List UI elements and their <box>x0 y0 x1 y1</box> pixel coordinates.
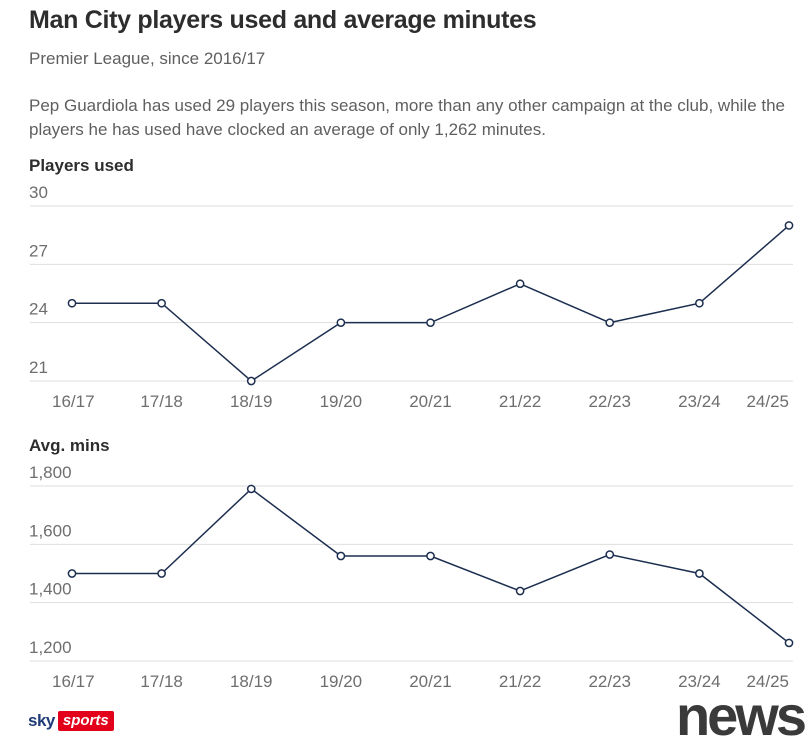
players-used-label: Players used <box>29 156 134 175</box>
data-point <box>695 298 704 308</box>
sports-logo-text: sports <box>57 711 114 731</box>
x-tick-label: 21/22 <box>499 392 542 411</box>
x-tick-label: 22/23 <box>588 392 631 411</box>
x-tick-label: 17/18 <box>140 672 183 691</box>
data-point <box>515 586 525 596</box>
x-tick-label: 24/25 <box>746 392 789 411</box>
x-tick-label: 16/17 <box>52 672 95 691</box>
data-point <box>605 550 615 559</box>
sky-sports-logo: sky sports <box>28 711 114 731</box>
x-tick-label: 20/21 <box>409 672 452 691</box>
data-point <box>336 551 346 561</box>
x-tick-label: 18/19 <box>230 392 273 411</box>
data-point <box>157 569 166 578</box>
data-point <box>67 569 77 578</box>
series-line <box>72 487 790 644</box>
x-tick-label: 21/22 <box>499 672 542 691</box>
data-point <box>784 638 794 648</box>
x-tick-label: 24/25 <box>746 672 789 691</box>
x-tick-label: 19/20 <box>320 392 363 411</box>
x-tick-label: 23/24 <box>678 392 721 411</box>
avg-mins-label: Avg. mins <box>29 436 110 455</box>
x-tick-label: 19/20 <box>320 672 363 691</box>
x-tick-label: 20/21 <box>409 392 452 411</box>
y-tick-label: 24 <box>29 300 48 319</box>
data-point <box>336 318 346 328</box>
data-point <box>695 569 704 578</box>
avg-mins-chart: 1,200 1,400 1,600 1,800 16/17 17/18 18/19 19/20… <box>29 463 794 691</box>
chart-title: Man City players used and average minute… <box>29 6 537 34</box>
sky-logo-text: sky <box>28 711 55 730</box>
y-tick-label: 30 <box>29 183 48 202</box>
series-line <box>72 224 790 382</box>
y-tick-label: 1,800 <box>29 463 72 482</box>
y-tick-label: 1,200 <box>29 638 72 657</box>
y-tick-label: 27 <box>29 241 48 260</box>
data-point <box>67 298 77 308</box>
data-point <box>426 551 435 561</box>
data-point <box>246 484 256 494</box>
players-used-chart: 21 24 27 30 16/17 17/18 18/19 19/20 20/21 21/22 22… <box>29 183 794 411</box>
data-point <box>426 318 435 328</box>
y-tick-label: 21 <box>29 358 48 377</box>
data-point <box>605 318 615 328</box>
x-tick-label: 16/17 <box>52 392 95 411</box>
x-tick-label: 18/19 <box>230 672 273 691</box>
y-tick-label: 1,400 <box>29 580 72 599</box>
y-tick-label: 1,600 <box>29 521 72 540</box>
data-point <box>246 376 256 386</box>
data-point <box>784 221 794 230</box>
chart-description: Pep Guardiola has used 29 players this s… <box>29 96 786 139</box>
news-logo: news <box>675 684 807 747</box>
x-tick-label: 22/23 <box>588 672 631 691</box>
data-point <box>515 279 525 289</box>
data-point <box>157 298 166 308</box>
x-tick-label: 17/18 <box>140 392 183 411</box>
chart-subtitle: Premier League, since 2016/17 <box>29 49 266 68</box>
x-tick-label: 23/24 <box>678 672 721 691</box>
